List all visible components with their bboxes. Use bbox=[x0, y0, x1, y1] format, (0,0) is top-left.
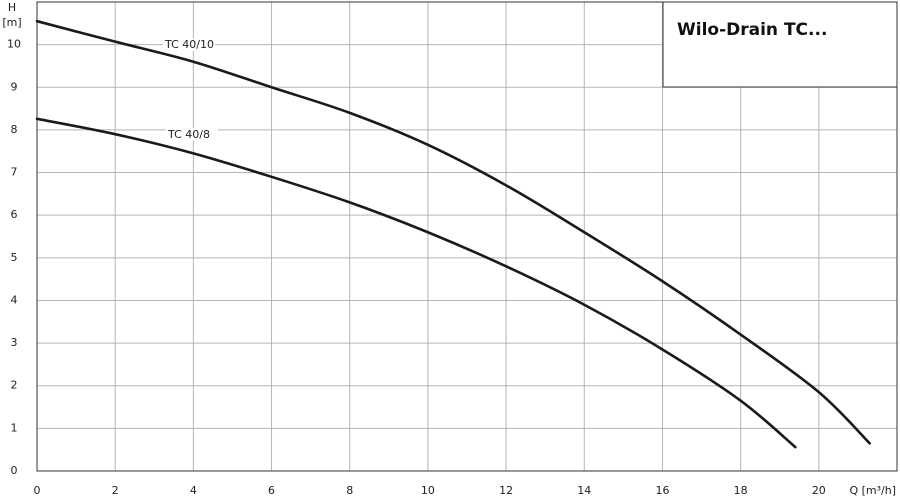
plot-frame bbox=[36, 1, 898, 472]
chart-title: Wilo-Drain TC... bbox=[677, 20, 827, 40]
y-axis-unit: [m] bbox=[2, 16, 21, 29]
curve-label-bg bbox=[166, 128, 218, 141]
x-axis-label: Q [m³/h] bbox=[849, 484, 896, 497]
x-tick-label: 14 bbox=[577, 484, 591, 497]
x-tick-label: 4 bbox=[190, 484, 197, 497]
y-tick-label: 0 bbox=[11, 464, 18, 477]
x-tick-label: 0 bbox=[34, 484, 41, 497]
y-tick-label: 3 bbox=[11, 336, 18, 349]
y-tick-label: 10 bbox=[7, 38, 21, 51]
curve bbox=[35, 19, 871, 445]
x-tick-label: 6 bbox=[268, 484, 275, 497]
curve-label-bg bbox=[163, 38, 215, 51]
x-tick-label: 20 bbox=[812, 484, 826, 497]
y-tick-label: 8 bbox=[11, 123, 18, 136]
y-tick-label: 9 bbox=[11, 80, 18, 93]
curve bbox=[35, 117, 797, 449]
curve-label: TC 40/8 bbox=[167, 128, 210, 141]
x-tick-label: 16 bbox=[655, 484, 669, 497]
y-tick-label: 1 bbox=[11, 421, 18, 434]
title-box bbox=[662, 1, 898, 88]
y-tick-label: 2 bbox=[11, 379, 18, 392]
curve-label: TC 40/10 bbox=[164, 38, 214, 51]
y-tick-label: 4 bbox=[11, 293, 18, 306]
x-tick-label: 18 bbox=[734, 484, 748, 497]
y-tick-label: 5 bbox=[11, 251, 18, 264]
y-axis-label: H bbox=[8, 1, 16, 14]
x-tick-label: 2 bbox=[112, 484, 119, 497]
x-tick-label: 12 bbox=[499, 484, 513, 497]
x-tick-label: 10 bbox=[421, 484, 435, 497]
y-tick-label: 6 bbox=[11, 208, 18, 221]
y-tick-label: 7 bbox=[11, 166, 18, 179]
x-tick-label: 8 bbox=[346, 484, 353, 497]
